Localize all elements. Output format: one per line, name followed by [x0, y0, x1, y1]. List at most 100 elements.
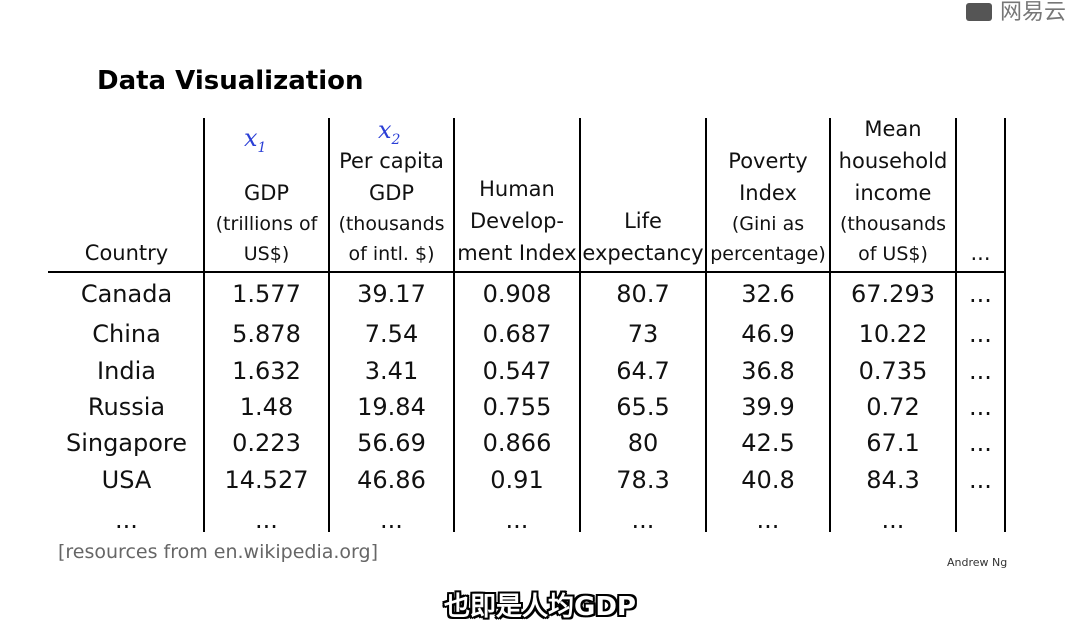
- column-divider: [705, 118, 707, 532]
- value-cell: 67.293: [851, 280, 935, 308]
- watermark-text: 网易云: [1000, 0, 1067, 25]
- value-cell: 42.5: [741, 429, 795, 457]
- value-cell: 1.48: [239, 393, 294, 421]
- country-cell: ...: [115, 506, 138, 534]
- header-unit: of US$): [858, 243, 928, 265]
- value-cell: ...: [255, 506, 278, 534]
- column-divider: [328, 118, 330, 532]
- column-header: ...: [957, 118, 1004, 271]
- value-cell: 64.7: [616, 357, 670, 385]
- value-cell: 80.7: [616, 280, 670, 308]
- value-cell: 7.54: [364, 320, 419, 348]
- value-cell: ...: [969, 280, 992, 308]
- header-line: Per capita: [339, 149, 444, 173]
- header-unit: (trillions of: [215, 213, 318, 235]
- header-line: ment Index: [457, 241, 577, 265]
- value-cell: 1.632: [232, 357, 301, 385]
- column-divider: [203, 118, 205, 532]
- value-cell: 40.8: [741, 466, 795, 494]
- value-cell: 0.223: [232, 429, 301, 457]
- header-unit: percentage): [710, 243, 826, 265]
- value-cell: 80: [627, 429, 659, 457]
- column-header: Country: [50, 118, 203, 271]
- value-cell: ...: [969, 393, 992, 421]
- header-line: Develop-: [469, 209, 565, 233]
- value-cell: ...: [969, 429, 992, 457]
- value-cell: 0.755: [482, 393, 552, 421]
- value-cell: ...: [969, 320, 992, 348]
- header-unit: of intl. $): [348, 243, 435, 265]
- column-header: GDP (trillions of US$): [205, 118, 328, 271]
- value-cell: 78.3: [616, 466, 670, 494]
- column-header: Mean household income (thousands of US$): [831, 117, 955, 271]
- header-unit: (thousands: [839, 213, 947, 235]
- value-cell: 0.908: [482, 280, 552, 308]
- value-cell: 14.527: [224, 466, 309, 494]
- value-cell: 32.6: [741, 280, 795, 308]
- value-cell: [957, 502, 1004, 538]
- header-line: Country: [84, 241, 169, 265]
- value-cell: 36.8: [741, 357, 795, 385]
- column-header: Poverty Index (Gini as percentage): [707, 118, 829, 271]
- header-divider: [48, 271, 1006, 273]
- value-cell: 46.86: [357, 466, 426, 494]
- header-unit: (Gini as: [731, 213, 805, 235]
- country-cell: India: [97, 357, 156, 385]
- value-cell: 0.687: [482, 320, 552, 348]
- country-cell: China: [92, 320, 161, 348]
- value-cell: ...: [380, 506, 403, 534]
- column-divider: [579, 118, 581, 532]
- value-cell: 39.17: [357, 280, 426, 308]
- value-cell: 39.9: [741, 393, 795, 421]
- value-cell: 5.878: [232, 320, 301, 348]
- author-credit: Andrew Ng: [947, 556, 1008, 569]
- header-line: Poverty: [728, 149, 808, 173]
- logo-icon: [966, 3, 992, 21]
- value-cell: 0.547: [482, 357, 552, 385]
- value-cell: 1.577: [232, 280, 301, 308]
- header-line: household: [838, 149, 948, 173]
- value-cell: ...: [505, 506, 529, 534]
- header-line: GDP: [368, 181, 415, 205]
- value-cell: 0.72: [866, 393, 920, 421]
- feature-mark-subscript: 1: [257, 139, 267, 156]
- country-cell: USA: [101, 466, 152, 494]
- slide-title: Data Visualization: [97, 66, 364, 96]
- value-cell: ...: [969, 357, 992, 385]
- value-cell: 3.41: [364, 357, 419, 385]
- value-cell: ...: [631, 506, 655, 534]
- header-line: income: [854, 181, 932, 205]
- value-cell: 0.866: [482, 429, 552, 457]
- header-line: Index: [739, 181, 797, 205]
- header-line: ...: [970, 241, 991, 265]
- country-cell: Singapore: [65, 429, 188, 457]
- column-divider: [1004, 118, 1006, 532]
- country-cell: Russia: [87, 393, 166, 421]
- value-cell: 46.9: [741, 320, 795, 348]
- country-cell: Canada: [80, 280, 173, 308]
- value-cell: 67.1: [866, 429, 920, 457]
- value-cell: 56.69: [357, 429, 426, 457]
- value-cell: ...: [756, 506, 780, 534]
- column-header: Per capita GDP (thousands of intl. $): [330, 118, 453, 271]
- header-line: Mean: [864, 117, 922, 141]
- column-divider: [955, 118, 957, 532]
- video-subtitle: 也即是人均GDP: [444, 592, 636, 622]
- header-unit: (thousands: [338, 213, 445, 235]
- value-cell: 84.3: [866, 466, 920, 494]
- value-cell: 10.22: [858, 320, 928, 348]
- column-divider: [829, 118, 831, 532]
- header-line: Life: [624, 209, 662, 233]
- header-line: expectancy: [582, 241, 704, 265]
- column-header: Life expectancy: [581, 118, 705, 271]
- value-cell: 0.91: [490, 466, 544, 494]
- value-cell: 73: [627, 320, 659, 348]
- column-header: Human Develop-ment Index: [455, 118, 579, 271]
- value-cell: 65.5: [616, 393, 670, 421]
- feature-mark: x1: [244, 124, 267, 156]
- watermark-logo: 网易云: [966, 0, 1066, 32]
- feature-mark: x2: [378, 116, 401, 148]
- column-divider: [453, 118, 455, 532]
- source-note: [resources from en.wikipedia.org]: [58, 541, 379, 563]
- value-cell: 0.735: [858, 357, 928, 385]
